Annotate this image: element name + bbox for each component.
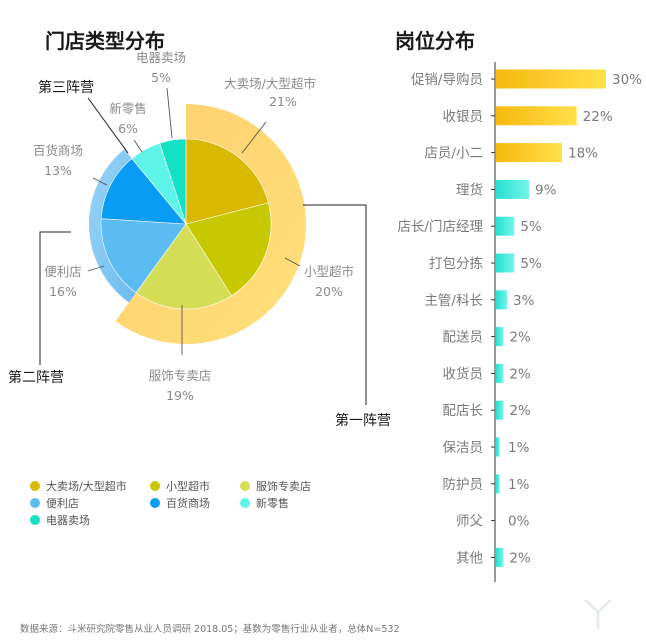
bar-value-1: 30% bbox=[612, 72, 642, 88]
bar-category-4: 理货 bbox=[456, 181, 483, 198]
legend-swatch-5 bbox=[150, 498, 160, 508]
slice-label-4: 便利店 bbox=[44, 264, 82, 279]
bar-category-8: 配送员 bbox=[443, 330, 484, 346]
slice-label-6: 新零售 bbox=[109, 101, 147, 116]
legend-label-5: 百货商场 bbox=[166, 496, 210, 510]
bar-3 bbox=[496, 143, 562, 163]
bar-category-11: 保洁员 bbox=[443, 440, 484, 456]
pie-annotations: 大卖场/大型超市 21% 小型超市 20% 服饰专卖店 19% 便利店 16% 百货商场 13% 新… bbox=[8, 50, 391, 429]
slice-label-3: 服饰专卖店 bbox=[149, 368, 212, 383]
bar-5 bbox=[496, 216, 515, 236]
pie-slice-5 bbox=[100, 158, 187, 225]
slice-label-5: 百货商场 bbox=[33, 143, 83, 158]
bar-value-2: 22% bbox=[583, 109, 613, 125]
slice-leader-2 bbox=[284, 257, 301, 267]
bar-8 bbox=[496, 327, 504, 347]
bar-7 bbox=[496, 290, 507, 310]
pie-chart-title: 门店类型分布 bbox=[45, 29, 165, 53]
bar-category-12: 防护员 bbox=[443, 477, 484, 493]
bar-10 bbox=[496, 400, 504, 420]
legend-swatch-3 bbox=[240, 481, 250, 491]
bar-6 bbox=[496, 253, 515, 273]
camp-ring-2 bbox=[89, 149, 137, 303]
slice-value-2: 20% bbox=[315, 284, 343, 299]
camp-connector-2 bbox=[39, 231, 71, 365]
legend-label-4: 便利店 bbox=[46, 496, 79, 510]
bar-value-8: 2% bbox=[509, 330, 531, 346]
slice-label-2: 小型超市 bbox=[304, 264, 354, 279]
slice-value-1: 21% bbox=[269, 94, 297, 109]
camp-label-1: 第一阵营 bbox=[335, 412, 391, 429]
pie-slice-3 bbox=[135, 223, 232, 310]
pie-slices bbox=[100, 138, 272, 310]
bar-value-10: 2% bbox=[509, 403, 531, 419]
legend-swatch-7 bbox=[30, 515, 40, 525]
slice-label-7: 电器卖场 bbox=[136, 50, 186, 65]
watermark-logo bbox=[584, 599, 612, 630]
bar-value-5: 5% bbox=[520, 219, 542, 235]
bar-category-10: 配店长 bbox=[443, 403, 484, 419]
bar-category-14: 其他 bbox=[456, 550, 483, 566]
slice-value-6: 6% bbox=[118, 121, 138, 136]
pie-slice-1 bbox=[185, 138, 269, 225]
bar-chart: 促销/导购员 30% 收银员 22% 店员/小二 18% 理货 9% 店长/门店经理 5% 打包分拣… bbox=[397, 62, 642, 582]
pie-slice-7 bbox=[159, 138, 187, 225]
bar-category-13: 师父 bbox=[456, 514, 483, 530]
slice-value-7: 5% bbox=[151, 70, 171, 85]
slice-value-4: 16% bbox=[49, 284, 77, 299]
bar-11 bbox=[496, 437, 500, 457]
bar-category-9: 收货员 bbox=[443, 365, 484, 382]
pie-slice-2 bbox=[185, 202, 272, 297]
camp-ring-1 bbox=[115, 104, 307, 344]
bar-value-11: 1% bbox=[508, 440, 530, 456]
bar-1 bbox=[496, 69, 606, 89]
bar-4 bbox=[496, 179, 529, 199]
pie-slice-4 bbox=[100, 218, 187, 294]
legend-swatch-1 bbox=[30, 481, 40, 491]
slice-leader-4 bbox=[87, 265, 105, 272]
bar-value-4: 9% bbox=[535, 182, 557, 198]
bar-category-7: 主管/科长 bbox=[424, 293, 483, 309]
legend-swatch-4 bbox=[30, 498, 40, 508]
bar-14 bbox=[496, 547, 504, 567]
legend-label-6: 新零售 bbox=[256, 496, 289, 510]
bar-category-5: 店长/门店经理 bbox=[397, 219, 483, 235]
camp-label-3: 第三阵营 bbox=[38, 79, 94, 96]
bar-category-6: 打包分拣 bbox=[429, 255, 483, 272]
legend-label-7: 电器卖场 bbox=[46, 513, 90, 527]
bar-value-14: 2% bbox=[509, 550, 531, 566]
bar-9 bbox=[496, 363, 504, 383]
legend-swatch-6 bbox=[240, 498, 250, 508]
slice-value-3: 19% bbox=[166, 388, 194, 403]
slice-leader-1 bbox=[241, 121, 267, 154]
bar-value-12: 1% bbox=[508, 477, 530, 493]
camp-connector-3 bbox=[87, 97, 129, 154]
bar-category-3: 店员/小二 bbox=[424, 146, 483, 162]
bar-chart-title: 岗位分布 bbox=[395, 29, 475, 53]
source-note: 数据来源：斗米研究院零售从业人员调研 2018.05；基数为零售行业从业者，总体… bbox=[20, 623, 400, 635]
bar-value-9: 2% bbox=[509, 366, 531, 382]
bar-value-13: 0% bbox=[508, 514, 530, 530]
legend-label-2: 小型超市 bbox=[166, 479, 210, 493]
camp-connector-1 bbox=[303, 204, 367, 405]
bar-value-3: 18% bbox=[568, 146, 598, 162]
bar-category-2: 收银员 bbox=[443, 109, 484, 125]
slice-value-5: 13% bbox=[44, 163, 72, 178]
slice-label-1: 大卖场/大型超市 bbox=[224, 76, 316, 91]
slice-leader-7 bbox=[166, 87, 173, 139]
bar-2 bbox=[496, 106, 577, 126]
bar-category-1: 促销/导购员 bbox=[411, 72, 483, 88]
legend-label-1: 大卖场/大型超市 bbox=[46, 479, 127, 493]
bar-value-6: 5% bbox=[520, 256, 542, 272]
legend-swatch-2 bbox=[150, 481, 160, 491]
slice-leader-6 bbox=[133, 139, 143, 153]
legend-label-3: 服饰专卖店 bbox=[256, 479, 311, 493]
bar-value-7: 3% bbox=[513, 293, 535, 309]
bar-12 bbox=[496, 474, 500, 494]
camp-label-2: 第二阵营 bbox=[8, 369, 64, 386]
slice-leader-5 bbox=[92, 177, 108, 186]
